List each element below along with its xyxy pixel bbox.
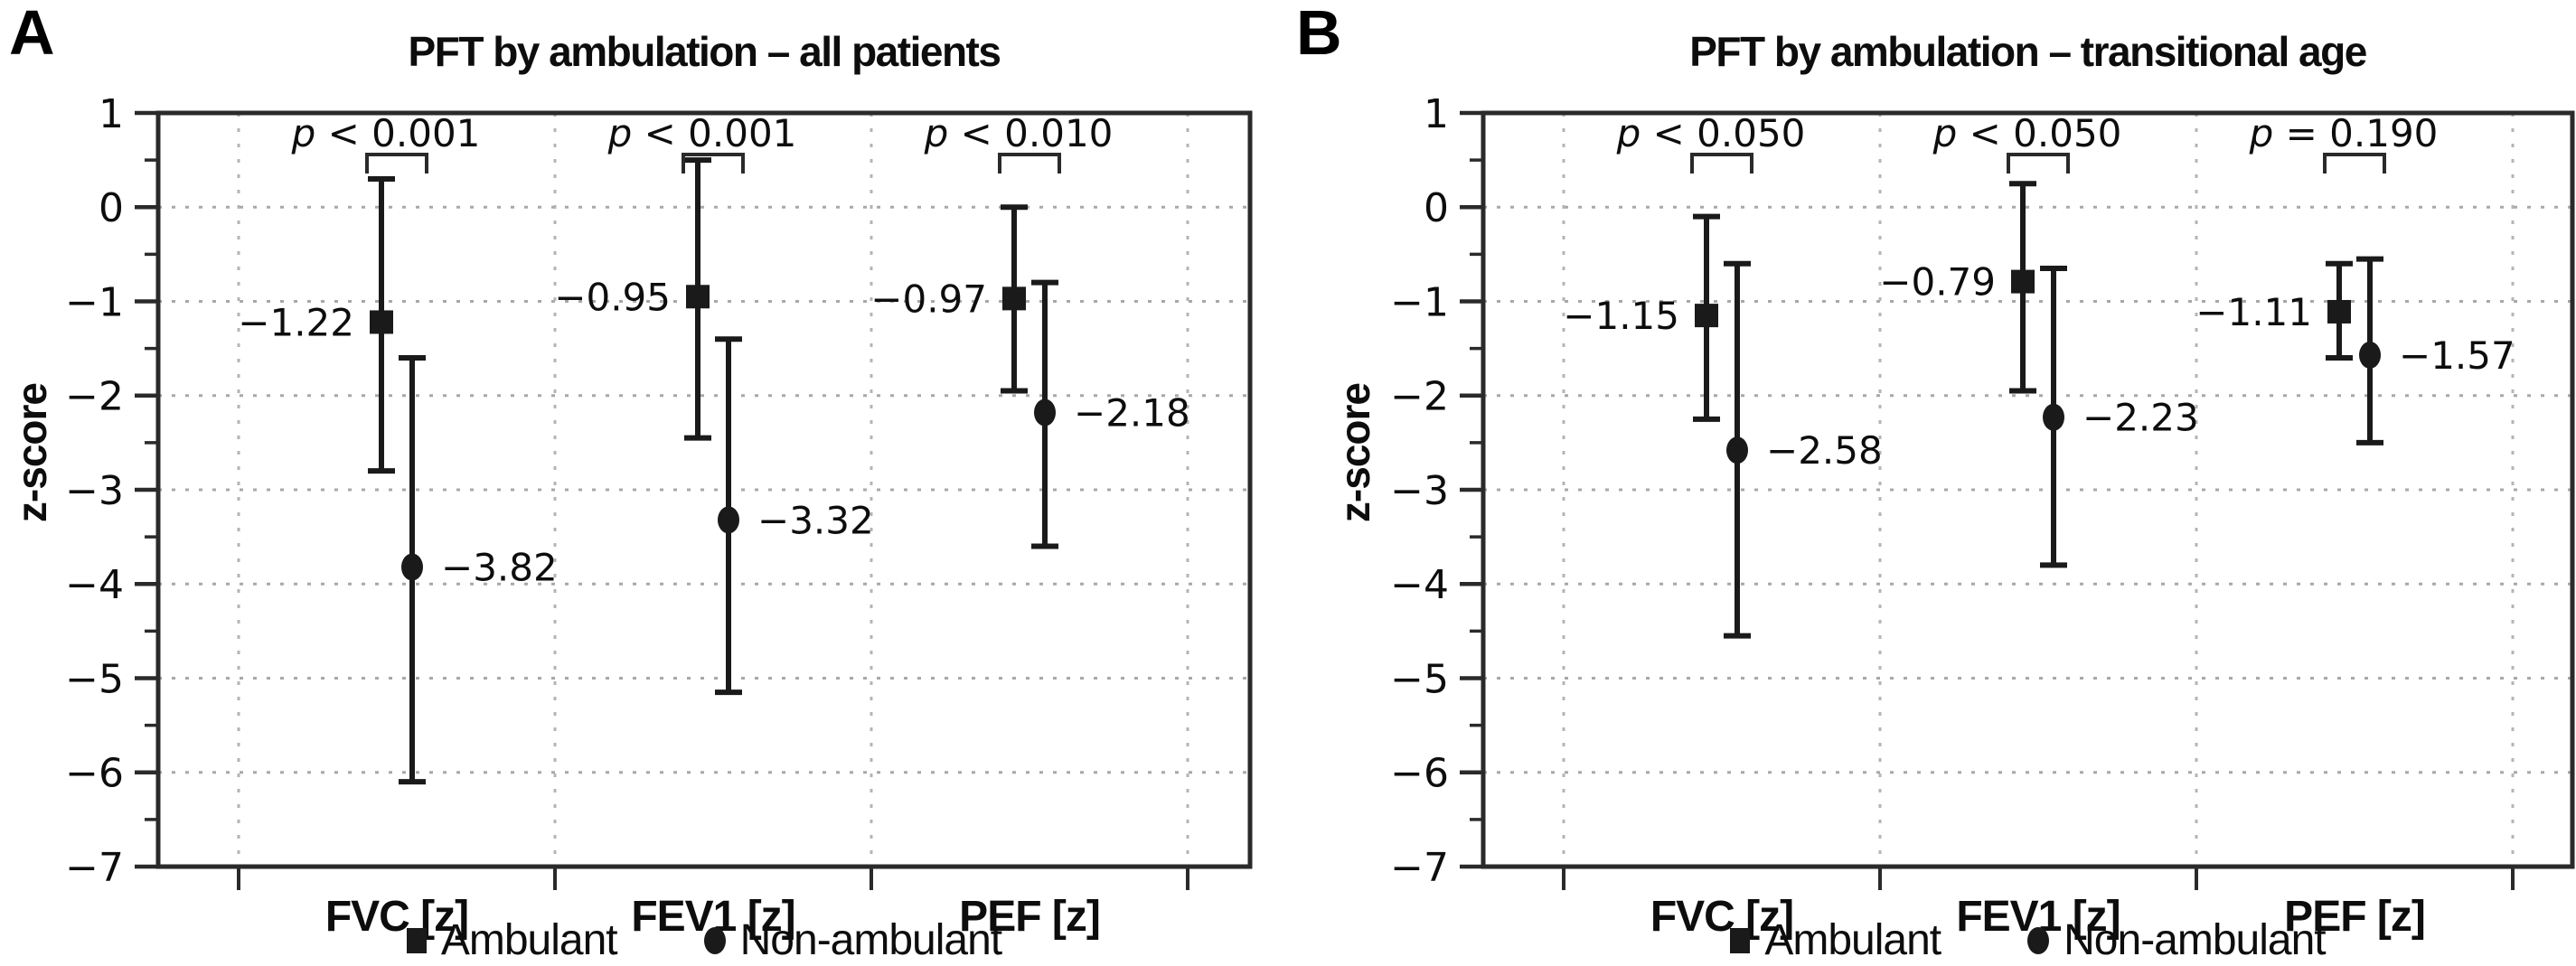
y-tick-label: −1: [65, 279, 124, 325]
y-tick-label: −7: [1390, 845, 1449, 891]
value-label: −0.97: [870, 277, 987, 321]
x-category-label: FVC [z]: [1650, 893, 1793, 941]
non-ambulant-marker: [401, 553, 423, 581]
p-bracket: [998, 153, 1061, 174]
p-annotation: p = 0.190: [2249, 111, 2439, 155]
panel-b-letter: B: [1296, 0, 1342, 68]
ambulant-marker: [686, 285, 710, 309]
value-label: −2.23: [2082, 396, 2199, 440]
panel-a-letter: A: [9, 0, 55, 68]
y-tick-label: −6: [65, 751, 124, 797]
y-tick-label: −1: [1390, 279, 1449, 325]
legend-item-non-ambulant: Non-ambulant: [2027, 915, 2327, 965]
p-annotation: p < 0.001: [291, 111, 481, 155]
panel-b-title: PFT by ambulation – transitional age: [1689, 28, 2367, 75]
y-tick-label: −7: [65, 845, 124, 891]
panel-a-title: PFT by ambulation – all patients: [408, 28, 1001, 75]
circle-marker-icon: [2027, 926, 2050, 954]
legend-item-non-ambulant: Non-ambulant: [703, 915, 1002, 965]
value-label: −2.58: [1766, 428, 1883, 473]
legend-label-non-ambulant: Non-ambulant: [2064, 916, 2326, 964]
ambulant-marker: [2327, 299, 2351, 324]
value-label: −3.82: [441, 545, 558, 589]
non-ambulant-marker: [1726, 436, 1748, 464]
panel-a-y-axis-label: z-score: [8, 383, 55, 523]
y-tick-label: −5: [1390, 656, 1449, 702]
ambulant-marker: [370, 310, 393, 334]
ambulant-marker: [2011, 269, 2035, 294]
y-tick-label: −4: [1390, 562, 1449, 608]
x-category-label: FVC [z]: [325, 893, 468, 941]
non-ambulant-marker: [718, 506, 739, 534]
value-label: −0.95: [554, 275, 671, 319]
legend-label-ambulant: Ambulant: [440, 916, 618, 964]
value-label: −0.79: [1879, 260, 1996, 305]
y-tick-label: −3: [65, 468, 124, 514]
value-label: −1.11: [2195, 290, 2312, 334]
y-tick-label: 0: [99, 185, 124, 231]
y-tick-label: 1: [99, 91, 124, 137]
y-tick-label: −5: [65, 656, 124, 702]
value-label: −1.15: [1563, 294, 1679, 338]
y-tick-label: −3: [1390, 468, 1449, 514]
x-category-label: PEF [z]: [2284, 893, 2425, 941]
non-ambulant-marker: [2043, 403, 2064, 431]
y-tick-label: −2: [65, 374, 124, 420]
x-category-label: PEF [z]: [959, 893, 1100, 941]
legend-label-non-ambulant: Non-ambulant: [739, 916, 1002, 964]
p-bracket: [365, 153, 428, 174]
p-bracket: [2323, 153, 2386, 174]
y-tick-label: −4: [65, 562, 124, 608]
square-marker-icon: [406, 927, 427, 953]
p-bracket: [682, 153, 745, 174]
y-tick-label: −6: [1390, 751, 1449, 797]
legend-item-ambulant: Ambulant: [1730, 915, 1941, 965]
value-label: −3.32: [757, 498, 874, 542]
ambulant-marker: [1695, 304, 1718, 328]
legend-label-ambulant: Ambulant: [1764, 916, 1941, 964]
p-annotation: p < 0.050: [1616, 111, 1806, 155]
non-ambulant-marker: [1034, 399, 1056, 427]
p-annotation: p < 0.001: [607, 111, 797, 155]
y-tick-label: −2: [1390, 374, 1449, 420]
legend-item-ambulant: Ambulant: [406, 915, 618, 965]
y-tick-label: 0: [1424, 185, 1449, 231]
value-label: −1.22: [238, 300, 354, 344]
p-bracket: [2007, 153, 2070, 174]
value-label: −2.18: [1074, 391, 1190, 436]
panel-b-y-axis-label: z-score: [1331, 383, 1378, 523]
square-marker-icon: [1730, 927, 1751, 953]
p-annotation: p < 0.010: [924, 111, 1114, 155]
panel-b-legend: Ambulant Non-ambulant: [1483, 914, 2572, 966]
y-tick-label: 1: [1424, 91, 1449, 137]
ambulant-marker: [1002, 286, 1026, 311]
p-annotation: p < 0.050: [1932, 111, 2122, 155]
panel-a-legend: Ambulant Non-ambulant: [158, 914, 1250, 966]
value-label: −1.57: [2399, 333, 2515, 378]
non-ambulant-marker: [2359, 341, 2381, 369]
circle-marker-icon: [703, 926, 726, 954]
p-bracket: [1690, 153, 1753, 174]
